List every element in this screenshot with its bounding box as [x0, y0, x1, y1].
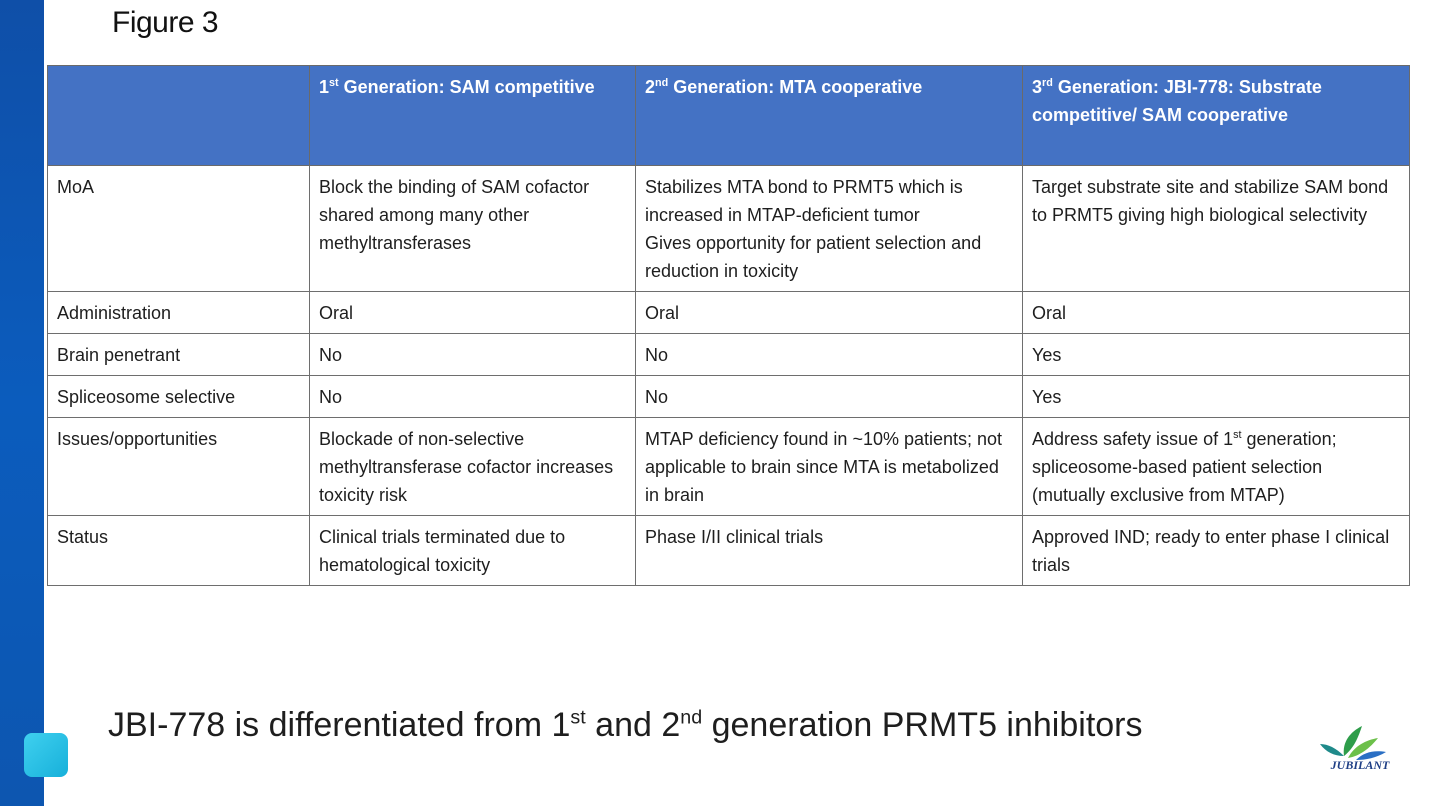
cell-second-generation: Stabilizes MTA bond to PRMT5 which is in… [635, 165, 1023, 292]
row-label: Administration [47, 291, 310, 334]
cell-second-generation: Phase I/II clinical trials [635, 515, 1023, 586]
cell-third-generation: Approved IND; ready to enter phase I cli… [1022, 515, 1410, 586]
cell-line: Gives opportunity for patient selection … [645, 233, 982, 281]
row-label: Brain penetrant [47, 333, 310, 376]
cell-second-generation: No [635, 333, 1023, 376]
cell-text: Address safety issue of 1 [1032, 429, 1234, 449]
cell-line: Stabilizes MTA bond to PRMT5 which is in… [645, 177, 963, 225]
slide-accent-square [24, 733, 68, 777]
comparison-table: 1st Generation: SAM competitive 2nd Gene… [47, 65, 1410, 586]
gen-number: 3 [1032, 77, 1043, 97]
cell-second-generation: MTAP deficiency found in ~10% patients; … [635, 417, 1023, 516]
logo-wordmark: JUBILANT [1330, 758, 1390, 772]
table-row-administration: Administration Oral Oral Oral [47, 291, 1410, 334]
table-header-row: 1st Generation: SAM competitive 2nd Gene… [47, 65, 1410, 166]
header-first-generation: 1st Generation: SAM competitive [309, 65, 636, 166]
gen-ordinal: st [329, 77, 339, 89]
jubilant-logo: JUBILANT [1314, 722, 1406, 784]
cell-text: generation; spliceosome-based patient se… [1032, 429, 1337, 505]
takeaway-ordinal: st [570, 706, 586, 729]
cell-first-generation: Clinical trials terminated due to hemato… [309, 515, 636, 586]
cell-first-generation: Blockade of non-selective methyltransfer… [309, 417, 636, 516]
table-row-issues-opportunities: Issues/opportunities Blockade of non-sel… [47, 417, 1410, 516]
table-row-spliceosome-selective: Spliceosome selective No No Yes [47, 375, 1410, 418]
jubilant-leaf-logo-icon [1320, 726, 1386, 760]
header-corner-cell [47, 65, 310, 166]
header-second-generation: 2nd Generation: MTA cooperative [635, 65, 1023, 166]
cell-ordinal: st [1233, 429, 1242, 441]
gen-title: Generation: JBI-778: Substrate competiti… [1032, 77, 1322, 125]
gen-number: 2 [645, 77, 656, 97]
row-label: Status [47, 515, 310, 586]
cell-third-generation: Target substrate site and stabilize SAM … [1022, 165, 1410, 292]
cell-second-generation: Oral [635, 291, 1023, 334]
header-third-generation: 3rd Generation: JBI-778: Substrate compe… [1022, 65, 1410, 166]
gen-ordinal: nd [655, 77, 669, 89]
takeaway-part: and 2 [585, 706, 681, 744]
takeaway-ordinal: nd [680, 706, 703, 729]
takeaway-part: generation PRMT5 inhibitors [702, 706, 1143, 744]
gen-ordinal: rd [1042, 77, 1053, 89]
cell-first-generation: Oral [309, 291, 636, 334]
cell-third-generation: Address safety issue of 1st generation; … [1022, 417, 1410, 516]
cell-second-generation: No [635, 375, 1023, 418]
cell-third-generation: Yes [1022, 375, 1410, 418]
takeaway-part: JBI-778 is differentiated from 1 [108, 706, 571, 744]
cell-third-generation: Yes [1022, 333, 1410, 376]
gen-title: Generation: SAM competitive [338, 77, 595, 97]
table-row-status: Status Clinical trials terminated due to… [47, 515, 1410, 586]
row-label: Issues/opportunities [47, 417, 310, 516]
table-row-moa: MoA Block the binding of SAM cofactor sh… [47, 165, 1410, 292]
cell-third-generation: Oral [1022, 291, 1410, 334]
slide-takeaway-text: JBI-778 is differentiated from 1st and 2… [108, 706, 1143, 745]
left-accent-bar [0, 0, 44, 806]
cell-first-generation: No [309, 333, 636, 376]
gen-number: 1 [319, 77, 330, 97]
cell-first-generation: Block the binding of SAM cofactor shared… [309, 165, 636, 292]
row-label: MoA [47, 165, 310, 292]
row-label: Spliceosome selective [47, 375, 310, 418]
cell-first-generation: No [309, 375, 636, 418]
figure-title: Figure 3 [112, 6, 219, 39]
gen-title: Generation: MTA cooperative [668, 77, 923, 97]
table-row-brain-penetrant: Brain penetrant No No Yes [47, 333, 1410, 376]
